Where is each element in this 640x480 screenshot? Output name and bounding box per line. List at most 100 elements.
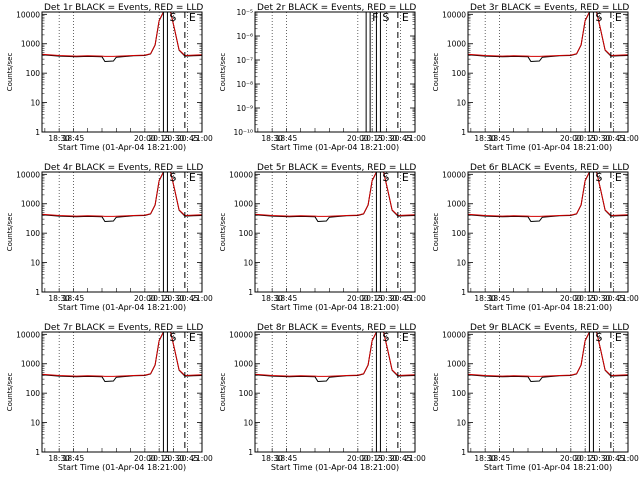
x-tick-label: 20:15 [574, 454, 596, 463]
marker-label: S [595, 171, 602, 184]
chart-title: Det 6r BLACK = Events, RED = LLD [470, 163, 629, 173]
x-tick-label: 21:00 [191, 134, 213, 143]
x-tick-label: 21:00 [404, 454, 426, 463]
x-axis-label: Start Time (01-Apr-04 18:21:00) [271, 463, 399, 472]
y-tick-label: 10⁻⁸ [236, 80, 253, 89]
marker-label: F [372, 11, 378, 24]
chart-title: Det 1r BLACK = Events, RED = LLD [44, 3, 203, 13]
y-tick-label: 100 [452, 389, 467, 398]
x-tick-label: 20:00 [347, 454, 369, 463]
y-tick-label: 1000 [21, 360, 40, 369]
events-series-line [468, 332, 628, 383]
x-tick-label: 20:00 [347, 294, 369, 303]
x-axis-label: Start Time (01-Apr-04 18:21:00) [271, 143, 399, 152]
y-tick-label: 10 [456, 99, 466, 108]
y-tick-label: 10 [243, 419, 253, 428]
y-tick-label: 1 [248, 448, 253, 457]
chart-panel: Det 2r BLACK = Events, RED = LLD 18:3018:… [219, 3, 426, 152]
lld-series-line [468, 332, 628, 377]
y-tick-label: 10000 [442, 330, 466, 339]
lld-series-line [468, 12, 628, 57]
lld-series-line [255, 332, 415, 377]
x-tick-label: 18:45 [276, 454, 298, 463]
y-tick-label: 10000 [16, 330, 40, 339]
chart-title: Det 8r BLACK = Events, RED = LLD [257, 323, 416, 333]
x-tick-label: 20:45 [603, 294, 625, 303]
y-tick-label: 10000 [16, 10, 40, 19]
y-tick-label: 10⁻⁷ [236, 56, 253, 65]
x-tick-label: 18:45 [276, 294, 298, 303]
y-tick-label: 1000 [21, 200, 40, 209]
marker-label: E [402, 11, 409, 24]
x-tick-label: 18:30 [474, 134, 496, 143]
x-tick-label: 20:30 [376, 454, 398, 463]
marker-label: E [402, 171, 409, 184]
x-tick-label: 18:30 [48, 134, 70, 143]
y-tick-label: 1 [248, 288, 253, 297]
plot-frame [467, 11, 629, 133]
y-tick-label: 10 [243, 259, 253, 268]
chart-panel: Det 4r BLACK = Events, RED = LLD 18:3018:… [6, 163, 213, 312]
marker-label: S [382, 171, 389, 184]
x-tick-label: 20:15 [361, 294, 383, 303]
y-tick-label: 10⁻¹⁰ [233, 128, 253, 137]
marker-label: S [595, 331, 602, 344]
x-tick-label: 20:45 [390, 134, 412, 143]
y-axis-label: Counts/sec [6, 213, 14, 252]
x-tick-label: 20:30 [376, 134, 398, 143]
x-tick-label: 20:30 [589, 134, 611, 143]
y-tick-label: 1000 [447, 40, 466, 49]
events-series-line [42, 332, 202, 383]
marker-label: E [189, 11, 196, 24]
x-tick-label: 18:30 [261, 454, 283, 463]
y-tick-label: 100 [239, 389, 254, 398]
marker-label: S [169, 171, 176, 184]
y-tick-label: 10000 [229, 170, 253, 179]
marker-label: E [615, 331, 622, 344]
x-tick-label: 18:30 [261, 294, 283, 303]
marker-label: E [402, 331, 409, 344]
x-tick-label: 21:00 [404, 294, 426, 303]
x-tick-label: 20:30 [376, 294, 398, 303]
events-series-line [42, 12, 202, 63]
y-tick-label: 10000 [229, 330, 253, 339]
x-tick-label: 20:15 [148, 134, 170, 143]
x-tick-label: 20:00 [560, 294, 582, 303]
y-tick-label: 1 [461, 448, 466, 457]
x-tick-label: 20:00 [134, 134, 156, 143]
y-tick-label: 10 [30, 259, 40, 268]
x-tick-label: 20:00 [560, 134, 582, 143]
y-tick-label: 10000 [442, 10, 466, 19]
y-tick-label: 1 [35, 128, 40, 137]
y-tick-label: 100 [452, 69, 467, 78]
x-tick-label: 20:30 [163, 294, 185, 303]
lld-series-line [42, 172, 202, 217]
x-tick-label: 21:00 [191, 454, 213, 463]
x-tick-label: 20:00 [134, 294, 156, 303]
plot-frame [41, 331, 203, 453]
y-axis-label: Counts/sec [219, 53, 227, 92]
events-series-line [468, 172, 628, 223]
y-tick-label: 10 [30, 419, 40, 428]
x-tick-label: 20:30 [589, 454, 611, 463]
chart-title: Det 7r BLACK = Events, RED = LLD [44, 323, 203, 333]
plot-frame [41, 11, 203, 133]
x-tick-label: 18:30 [474, 294, 496, 303]
x-tick-label: 18:30 [48, 454, 70, 463]
x-tick-label: 20:45 [603, 134, 625, 143]
lld-series-line [468, 172, 628, 217]
y-tick-label: 100 [26, 229, 41, 238]
x-tick-label: 20:00 [134, 454, 156, 463]
plot-frame [41, 171, 203, 293]
chart-panel: Det 1r BLACK = Events, RED = LLD 18:3018:… [6, 3, 213, 152]
y-axis-label: Counts/sec [6, 53, 14, 92]
x-axis-label: Start Time (01-Apr-04 18:21:00) [58, 143, 186, 152]
y-tick-label: 1000 [21, 40, 40, 49]
plot-frame [254, 171, 416, 293]
x-axis-label: Start Time (01-Apr-04 18:21:00) [484, 463, 612, 472]
y-tick-label: 1 [461, 128, 466, 137]
events-series-line [42, 172, 202, 223]
y-tick-label: 1000 [234, 200, 253, 209]
lld-series-line [42, 12, 202, 57]
